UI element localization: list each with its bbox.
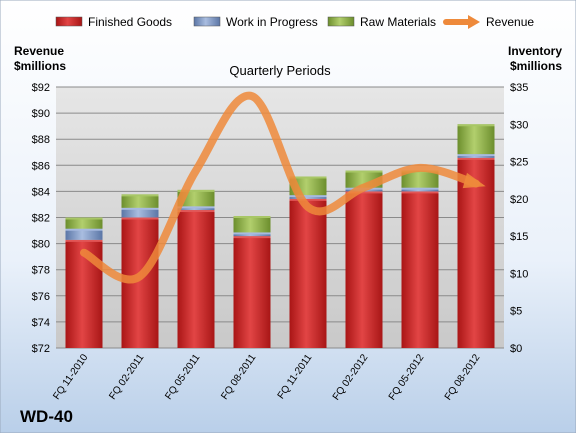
raw-materials-segment	[401, 170, 439, 188]
work-in-progress-segment-top	[289, 195, 327, 198]
raw-materials-segment-top	[457, 124, 495, 127]
legend-label: Raw Materials	[360, 15, 436, 29]
left-tick-label: $72	[32, 343, 50, 355]
raw-materials-segment	[457, 124, 495, 155]
right-axis-label-line1: Inventory	[508, 44, 562, 58]
left-tick-label: $78	[32, 265, 50, 277]
finished-goods-segment-top	[121, 217, 159, 220]
finished-goods-segment-top	[233, 236, 271, 239]
work-in-progress-segment-top	[401, 187, 439, 190]
finished-goods-segment	[233, 236, 271, 348]
raw-materials-segment-top	[289, 176, 327, 179]
raw-materials-segment-top	[65, 217, 103, 220]
right-axis-ticks: $0 $5 $10 $15 $20 $25 $30 $35	[510, 82, 528, 355]
raw-materials-segment-top	[233, 216, 271, 219]
left-axis-label-line2: $millions	[14, 59, 66, 73]
work-in-progress-segment-top	[457, 154, 495, 157]
finished-goods-segment	[345, 191, 383, 348]
right-tick-label: $15	[510, 231, 528, 243]
right-tick-label: $20	[510, 194, 528, 206]
left-tick-label: $84	[32, 186, 50, 198]
left-tick-label: $82	[32, 213, 50, 225]
work-in-progress-segment-top	[65, 228, 103, 231]
legend: Finished Goods Work in Progress Raw Materi…	[55, 15, 534, 29]
bars-layer	[65, 124, 495, 348]
revenue-line	[80, 91, 480, 284]
raw-materials-segment-top	[345, 170, 383, 173]
left-tick-label: $76	[32, 291, 50, 303]
work-in-progress-segment-top	[233, 232, 271, 235]
left-tick-label: $90	[32, 108, 50, 120]
revenue-legend-arrow	[468, 15, 480, 29]
finished-goods-segment-top	[457, 157, 495, 160]
chart-title: Quarterly Periods	[229, 63, 331, 78]
right-tick-label: $25	[510, 157, 528, 169]
finished-goods-segment	[401, 191, 439, 348]
right-tick-label: $0	[510, 343, 522, 355]
raw-materials-legend-swatch	[327, 16, 355, 27]
left-tick-label: $80	[32, 239, 50, 251]
left-tick-label: $92	[32, 82, 50, 94]
left-tick-label: $86	[32, 160, 50, 172]
right-tick-label: $30	[510, 119, 528, 131]
right-tick-label: $5	[510, 306, 522, 318]
right-tick-label: $10	[510, 268, 528, 280]
left-axis-label-line1: Revenue	[14, 44, 64, 58]
finished-goods-segment	[177, 210, 215, 348]
work-in-progress-legend-swatch	[193, 16, 221, 27]
finished-goods-legend-swatch	[55, 16, 83, 27]
right-tick-label: $35	[510, 82, 528, 94]
left-axis-ticks: $72 $74 $76 $78 $80 $82 $84 $86 $88 $90 $92	[32, 82, 50, 355]
company-label: WD-40	[20, 407, 73, 426]
legend-label: Work in Progress	[226, 15, 318, 29]
revenue-arrowhead	[462, 172, 486, 189]
revenue-line-layer	[80, 91, 486, 284]
left-tick-label: $88	[32, 134, 50, 146]
finished-goods-segment-top	[345, 191, 383, 194]
finished-goods-segment	[457, 157, 495, 348]
raw-materials-segment	[65, 217, 103, 229]
right-axis-label-line2: $millions	[510, 59, 562, 73]
work-in-progress-segment	[121, 207, 159, 218]
work-in-progress-segment-top	[177, 206, 215, 209]
legend-label: Finished Goods	[88, 15, 172, 29]
work-in-progress-segment-top	[121, 207, 159, 210]
legend-label: Revenue	[486, 15, 534, 29]
raw-materials-segment-top	[121, 194, 159, 197]
finished-goods-segment	[289, 198, 327, 348]
finished-goods-segment-top	[177, 210, 215, 213]
finished-goods-segment-top	[65, 239, 103, 242]
left-tick-label: $74	[32, 317, 50, 329]
finished-goods-segment-top	[289, 198, 327, 201]
raw-materials-segment	[233, 216, 271, 233]
raw-materials-segment	[121, 194, 159, 208]
finished-goods-segment-top	[401, 191, 439, 194]
work-in-progress-segment	[65, 228, 103, 240]
raw-materials-segment-top	[177, 189, 215, 192]
